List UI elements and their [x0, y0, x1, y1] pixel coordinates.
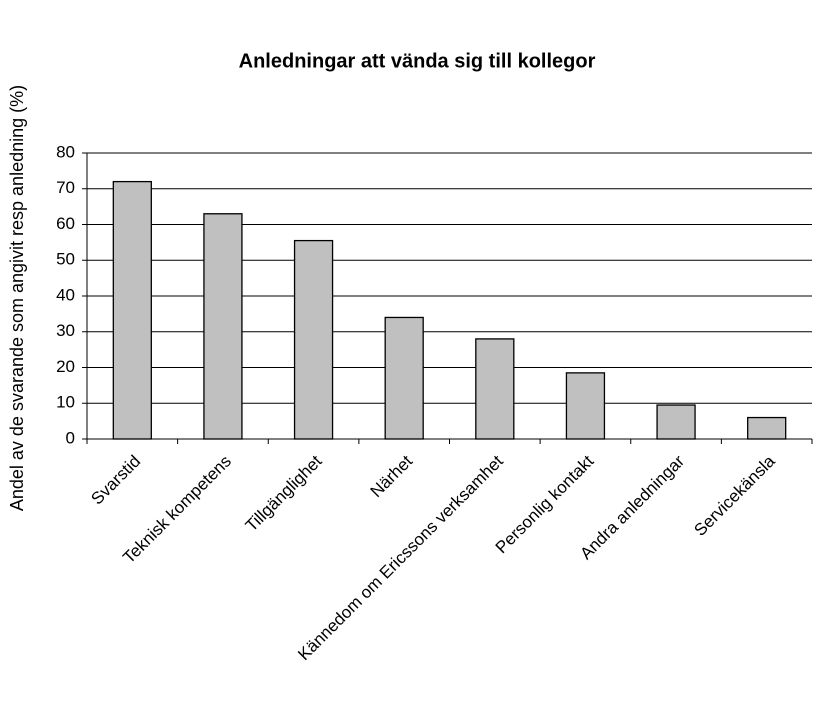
y-tick-label: 20 [56, 357, 75, 376]
x-tick-label: Personlig kontakt [492, 451, 598, 557]
bar [384, 316, 424, 440]
y-tick-label: 60 [56, 214, 75, 233]
y-axis-label: Andel av de svarande som angivit resp an… [7, 85, 27, 511]
bar [475, 338, 515, 440]
bar [203, 213, 243, 440]
y-tick-label: 80 [56, 142, 75, 161]
x-tick-label: Kännedom om Ericssons verksamhet [294, 451, 507, 664]
y-tick-label: 70 [56, 178, 75, 197]
chart-title: Anledningar att vända sig till kollegor [239, 50, 596, 72]
bar [565, 372, 606, 440]
x-tick-label: Servicekänsla [690, 451, 779, 540]
bar [112, 180, 152, 440]
y-tick-label: 30 [56, 321, 75, 340]
bar [747, 416, 787, 440]
y-tick-label: 50 [56, 250, 75, 269]
x-tick-label: Tillgänglighet [242, 451, 326, 535]
y-tick-label: 40 [56, 285, 75, 304]
x-tick-label: Närhet [367, 451, 417, 501]
bar [656, 404, 696, 440]
y-tick-label: 10 [56, 393, 75, 412]
y-tick-label: 0 [66, 428, 75, 447]
bar [293, 239, 334, 440]
x-tick-label: Svarstid [87, 452, 144, 509]
